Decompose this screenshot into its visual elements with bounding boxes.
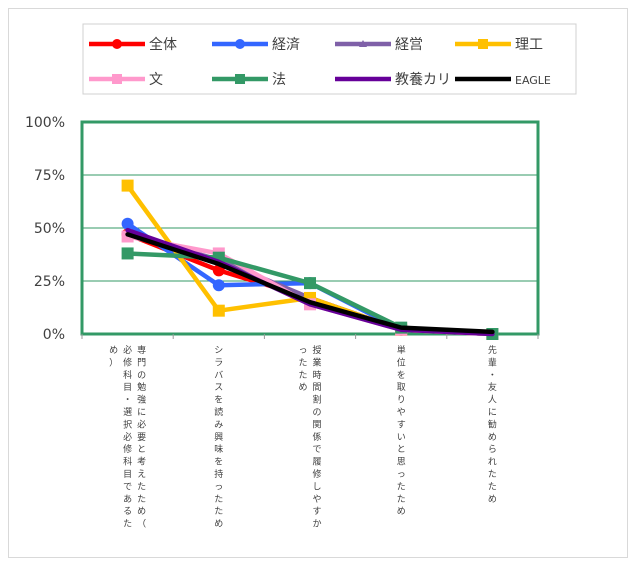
legend-label-5: 法 [272, 72, 286, 88]
x-tick-label: 先輩・友人に勧められたため [488, 344, 497, 505]
data-point [121, 179, 134, 192]
series-line-7 [125, 232, 495, 335]
series-line-3 [125, 183, 495, 337]
data-point [212, 304, 225, 317]
x-tick-label: 授業時間割の関係で履修しやすかったため [298, 344, 321, 530]
x-tick-label: 単位を取りやすいと思ったため [397, 344, 406, 517]
legend-marker [112, 74, 122, 84]
data-point [121, 217, 134, 230]
legend-label-6: 教養カリ [395, 71, 451, 88]
data-point [304, 277, 316, 290]
data-point [212, 279, 225, 292]
legend-marker [235, 39, 245, 49]
chart-frame: 0% 25% 50% 75% 100% 専門の勉強に必要と考えたため（必修科目・選択必修科… [8, 8, 628, 558]
legend-label-1: 経済 [272, 37, 300, 53]
legend-label-3: 理工 [515, 37, 543, 53]
y-tick-label: 25% [34, 274, 65, 290]
legend-label-4: 文 [149, 72, 163, 88]
legend-marker [359, 40, 367, 47]
y-tick-label: 50% [34, 221, 65, 237]
x-tick-label: シラバスを読み興味を持ったため [214, 346, 223, 530]
legend-label-0: 全体 [149, 36, 177, 53]
y-tick-label: 100% [25, 115, 65, 131]
legend-marker [235, 74, 245, 84]
y-tick-label: 0% [43, 327, 65, 343]
y-tick-label: 75% [34, 168, 65, 184]
legend-marker [112, 39, 122, 49]
legend-label-2: 経営 [395, 37, 423, 53]
line-chart: 0% 25% 50% 75% 100% 専門の勉強に必要と考えたため（必修科目・選択必修科… [25, 23, 577, 530]
legend [82, 23, 577, 95]
legend-marker [478, 39, 488, 49]
legend-label-7: EAGLE [515, 74, 551, 87]
x-tick-label: 専門の勉強に必要と考えたため（必修科目・選択必修科目であるため） [109, 344, 146, 530]
plot-area [80, 120, 540, 336]
data-point [121, 247, 134, 260]
